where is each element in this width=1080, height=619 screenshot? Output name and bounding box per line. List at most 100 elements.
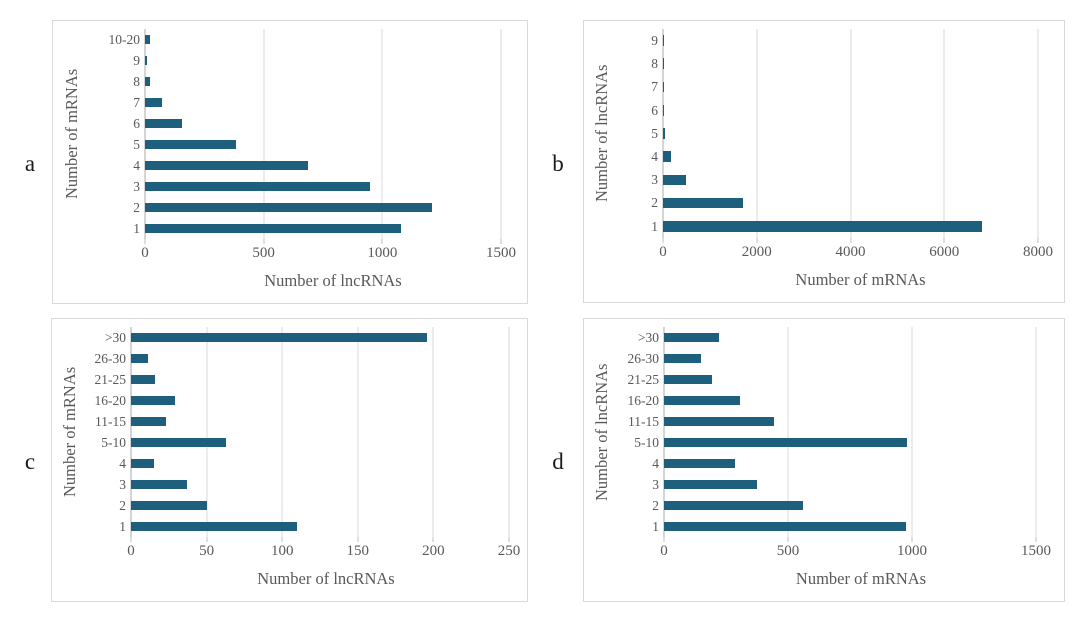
plot-area [663, 327, 1058, 537]
bar [145, 181, 371, 192]
x-axis-title: Number of mRNAs [795, 269, 926, 289]
category-label: 26-30 [627, 350, 660, 366]
plot-area [662, 29, 1058, 238]
bars-area [664, 327, 1036, 537]
bar [145, 76, 150, 87]
bar [145, 118, 182, 129]
category-label: 16-20 [94, 392, 127, 408]
bar [145, 97, 162, 108]
bar-row [145, 71, 501, 92]
x-tick-mark [756, 238, 758, 243]
x-tick-label: 8000 [1023, 244, 1053, 260]
plot-area [130, 327, 521, 537]
bar [131, 521, 298, 532]
bar [664, 416, 775, 427]
chart-panel-b: Number of lncRNAs 9 8 7 6 5 4 3 2 1 0 2000 4000 600… [583, 20, 1065, 303]
bar-row [663, 215, 1038, 238]
x-tick-label: 100 [270, 543, 294, 559]
category-label: 1 [652, 518, 659, 534]
category-label: >30 [104, 329, 126, 345]
bar [663, 221, 982, 232]
bar [131, 332, 428, 343]
category-label: 2 [119, 497, 126, 513]
x-tick-mark [206, 537, 208, 542]
x-tick-label: 4000 [835, 244, 866, 260]
bar-row [664, 390, 1036, 411]
plot-area [144, 29, 521, 239]
x-tick-mark [911, 537, 913, 542]
x-tick-mark [144, 239, 146, 244]
category-label: 7 [651, 79, 658, 95]
bar-row [664, 474, 1036, 495]
bar [663, 104, 665, 116]
bar-row [145, 176, 501, 197]
category-label: 11-15 [95, 413, 126, 429]
chart-area: Number of lncRNAs 9 8 7 6 5 4 3 2 1 0 2000 4000 600… [590, 29, 1058, 290]
bar [663, 128, 666, 139]
y-category-labels: 10-20 9 8 7 6 5 4 3 2 1 [85, 29, 145, 239]
category-label: 1 [651, 218, 658, 234]
bar [145, 34, 150, 45]
bar-row [664, 432, 1036, 453]
y-axis-line [130, 327, 132, 537]
x-tick-label: 0 [659, 244, 667, 260]
bar-row [131, 327, 509, 348]
x-tick-mark [281, 537, 283, 542]
bar-row [145, 134, 501, 155]
panel-letter-c: c [24, 449, 36, 474]
bar [131, 500, 207, 511]
gridline [943, 29, 945, 238]
category-label: 9 [133, 52, 140, 68]
y-axis-title: Number of mRNAs [60, 366, 79, 498]
category-label: 1 [133, 220, 140, 236]
gridline [381, 29, 383, 239]
bar [663, 197, 743, 209]
gridline [432, 327, 434, 537]
bar-row [663, 168, 1038, 191]
x-tick-labels: 0 500 1000 1500 [141, 239, 516, 263]
x-tick-label: 50 [199, 543, 215, 559]
category-label: 3 [652, 476, 659, 492]
x-tick-mark [1035, 537, 1037, 542]
chart-area: Number of mRNAs >30 26-30 21-25 16-20 11-15 5… [58, 327, 521, 589]
category-label: 5-10 [634, 434, 659, 450]
bar-row [664, 411, 1036, 432]
bar-row [131, 474, 509, 495]
category-label: 8 [651, 56, 658, 72]
category-label: >30 [637, 329, 659, 345]
gridline [1035, 327, 1037, 537]
category-label: 16-20 [627, 392, 660, 408]
bars-area [131, 327, 509, 537]
y-axis-title: Number of lncRNAs [592, 64, 611, 203]
x-tick-label: 0 [127, 543, 135, 559]
x-tick-label: 1500 [486, 245, 516, 261]
bar-row [663, 52, 1038, 75]
x-tick-label: 6000 [929, 244, 960, 260]
category-label: 6 [133, 115, 140, 131]
y-category-labels: 9 8 7 6 5 4 3 2 1 [614, 29, 663, 238]
category-label: 7 [133, 94, 140, 110]
category-label: 3 [133, 178, 140, 194]
category-label: 21-25 [627, 371, 660, 387]
gridline [1037, 29, 1039, 238]
chart-panel-a: Number of mRNAs 10-20 9 8 7 6 5 4 3 2 1 0 500 1000 1… [52, 20, 528, 304]
bar-row [663, 145, 1038, 168]
bar [145, 223, 402, 234]
category-label: 11-15 [628, 413, 659, 429]
x-tick-label: 500 [776, 543, 800, 559]
x-axis-title: Number of lncRNAs [264, 270, 402, 290]
x-tick-labels: 0 2000 4000 6000 8000 [659, 238, 1053, 262]
x-tick-mark [381, 239, 383, 244]
x-tick-mark [663, 537, 665, 542]
plot-scale [130, 327, 510, 537]
x-tick-label: 200 [422, 543, 445, 559]
bar-row [664, 495, 1036, 516]
y-category-labels: >30 26-30 21-25 16-20 11-15 5-10 4 3 2 1 [614, 327, 664, 537]
x-axis-title: Number of lncRNAs [257, 568, 395, 588]
bar-row [664, 369, 1036, 390]
bar [664, 521, 906, 532]
x-tick-label: 0 [141, 245, 149, 261]
category-label: 2 [133, 199, 140, 215]
x-tick-mark [787, 537, 789, 542]
